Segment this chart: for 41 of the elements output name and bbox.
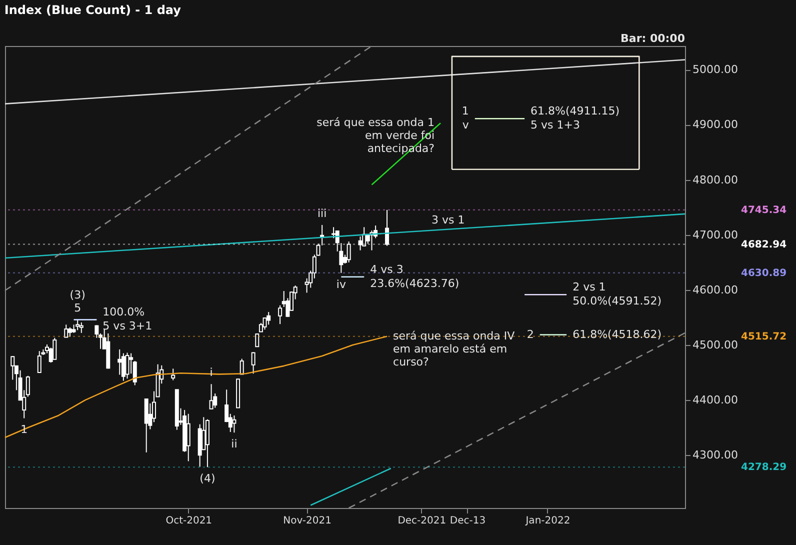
ref-line-label: 4630.89 (741, 268, 787, 279)
annotation: 5 vs 3+1 (102, 320, 152, 333)
y-tick-label: 4400.00 (692, 394, 738, 407)
annotation: 4 vs 3 (370, 262, 404, 276)
ref-line-label: 4515.72 (741, 331, 787, 342)
ref-line-label: 4278.29 (741, 462, 787, 474)
annotation: iv (336, 278, 346, 291)
annotation: i (210, 366, 213, 380)
y-tick-label: 4700.00 (692, 228, 738, 242)
annotation: 23.6%(4623.76) (370, 276, 460, 290)
x-tick-label: Jan-2022 (524, 516, 570, 526)
annotation: 61.8%(4518.62) (572, 328, 662, 341)
annotation: 5 vs 1+3 (530, 118, 580, 132)
annotation: 50.0%(4591.52) (572, 294, 662, 308)
y-tick-label: 4800.00 (692, 173, 738, 186)
ref-line-label: 4682.94 (741, 239, 787, 250)
ref-line-label: 4745.34 (741, 204, 787, 216)
annotation: ii (231, 438, 238, 451)
chart-title: Index (Blue Count) - 1 day (4, 3, 182, 17)
x-tick-label: Nov-2021 (283, 516, 332, 526)
x-tick-label: Dec-2021 (398, 516, 446, 526)
y-tick-label: 4600.00 (692, 283, 738, 296)
y-tick-label: 5000.00 (692, 63, 738, 76)
annotation: 100.0% (102, 306, 145, 319)
annotation: 61.8%(4911.15) (530, 104, 620, 118)
annotation: v (462, 118, 470, 132)
annotation: será que essa onda IV em amarelo está em curso? (393, 329, 516, 368)
y-tick-label: 4300.00 (692, 448, 738, 462)
annotation: 3 vs 1 (432, 213, 465, 226)
annotation: (4) (200, 472, 216, 486)
annotation: 5 (74, 302, 82, 315)
annotation: iii (317, 206, 327, 220)
text: Bar: 00:00 (620, 32, 686, 45)
y-tick-label: 4500.00 (692, 338, 738, 352)
annotation: 2 vs 1 (572, 280, 606, 294)
x-tick-label: Oct-2021 (166, 516, 212, 526)
annotation: 1 (462, 104, 469, 118)
annotation: (3) (70, 288, 86, 302)
x-tick-label: Dec-13 (450, 516, 486, 526)
annotation: 2 (526, 328, 534, 341)
y-tick-label: 4900.00 (692, 118, 738, 132)
